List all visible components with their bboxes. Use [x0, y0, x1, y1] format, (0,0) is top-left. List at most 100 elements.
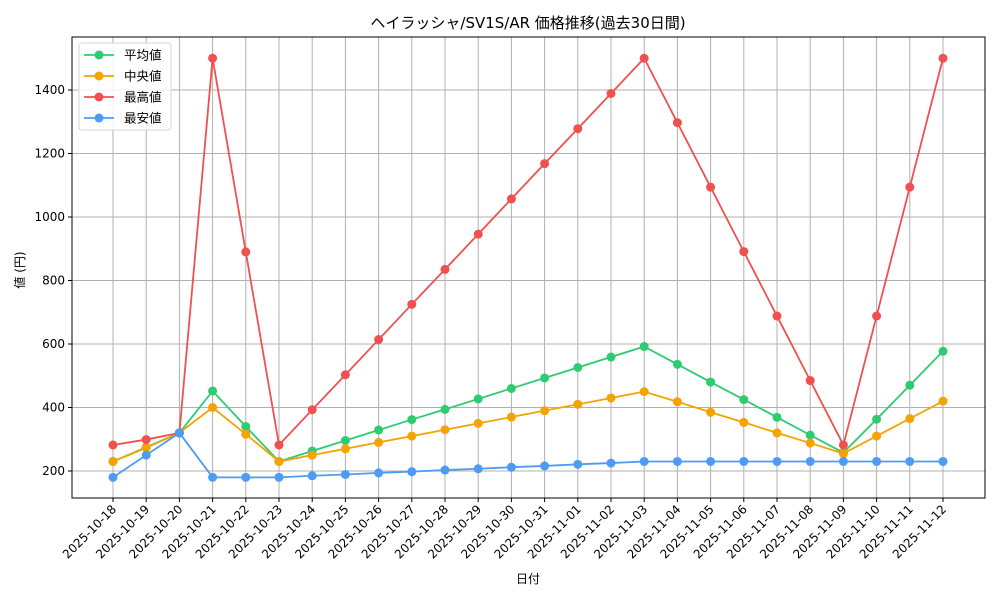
- data-point-marker: [473, 229, 483, 239]
- data-point-marker: [340, 444, 350, 454]
- data-point-marker: [573, 124, 583, 134]
- data-point-marker: [938, 346, 948, 356]
- data-point-marker: [772, 412, 782, 422]
- data-point-marker: [340, 370, 350, 380]
- data-point-marker: [805, 430, 815, 440]
- data-point-marker: [141, 435, 151, 445]
- data-point-marker: [573, 362, 583, 372]
- data-point-marker: [440, 264, 450, 274]
- data-point-marker: [473, 464, 483, 474]
- data-point-marker: [672, 456, 682, 466]
- data-point-marker: [440, 404, 450, 414]
- data-point-marker: [141, 443, 151, 453]
- data-point-marker: [506, 383, 516, 393]
- data-point-marker: [872, 311, 882, 321]
- chart-title: ヘイラッシャ/SV1S/AR 価格推移(過去30日間): [370, 14, 685, 32]
- data-point-marker: [307, 450, 317, 460]
- y-tick-label: 1200: [34, 147, 65, 161]
- legend-marker-icon: [94, 113, 104, 123]
- data-point-marker: [374, 425, 384, 435]
- data-point-marker: [440, 465, 450, 475]
- legend-label: 平均値: [124, 48, 162, 63]
- data-point-marker: [872, 414, 882, 424]
- data-point-marker: [905, 414, 915, 424]
- data-point-marker: [772, 456, 782, 466]
- data-point-marker: [805, 376, 815, 386]
- data-point-marker: [639, 342, 649, 352]
- series-line: [112, 345, 944, 463]
- data-point-marker: [672, 397, 682, 407]
- data-point-marker: [606, 458, 616, 468]
- data-point-marker: [706, 377, 716, 387]
- data-point-marker: [938, 53, 948, 63]
- data-point-marker: [506, 412, 516, 422]
- y-tick-label: 800: [42, 274, 65, 288]
- data-point-marker: [208, 403, 218, 412]
- series-line: [112, 56, 944, 448]
- series-1: [108, 387, 948, 466]
- data-point-marker: [340, 436, 350, 446]
- x-axis-label: 日付: [516, 572, 540, 586]
- data-point-marker: [340, 469, 350, 479]
- data-point-marker: [540, 461, 550, 471]
- data-point-marker: [407, 431, 417, 441]
- data-point-marker: [838, 456, 848, 466]
- data-point-marker: [805, 456, 815, 466]
- data-point-marker: [540, 373, 550, 383]
- legend-box: [78, 42, 172, 131]
- data-point-marker: [905, 182, 915, 192]
- plot-frame: [71, 36, 986, 499]
- data-point-marker: [739, 417, 749, 427]
- data-point-marker: [141, 450, 151, 460]
- data-point-marker: [108, 440, 118, 450]
- data-point-marker: [241, 422, 251, 432]
- legend-marker-icon: [94, 92, 104, 102]
- data-point-marker: [241, 472, 251, 482]
- data-point-marker: [739, 456, 749, 466]
- data-point-marker: [274, 472, 284, 482]
- data-point-marker: [241, 429, 251, 439]
- data-point-marker: [374, 468, 384, 478]
- data-point-marker: [606, 393, 616, 403]
- data-point-marker: [407, 415, 417, 425]
- data-point-marker: [174, 428, 184, 438]
- data-point-marker: [374, 437, 384, 447]
- data-point-marker: [307, 471, 317, 481]
- y-tick-label: 1000: [34, 210, 65, 224]
- data-point-marker: [506, 194, 516, 204]
- data-point-marker: [639, 387, 649, 397]
- data-point-marker: [905, 456, 915, 466]
- data-point-marker: [241, 247, 251, 257]
- data-point-marker: [672, 359, 682, 369]
- legend-label: 中央値: [124, 69, 162, 84]
- data-point-marker: [739, 395, 749, 405]
- data-point-marker: [374, 335, 384, 345]
- legend-marker-icon: [94, 50, 104, 60]
- data-point-marker: [706, 407, 716, 417]
- data-point-marker: [208, 53, 218, 63]
- data-point-marker: [407, 467, 417, 477]
- data-point-marker: [506, 462, 516, 472]
- data-point-marker: [208, 472, 218, 482]
- data-point-marker: [274, 456, 284, 466]
- legend-label: 最安値: [124, 111, 162, 126]
- data-point-marker: [838, 449, 848, 459]
- series-line: [112, 431, 943, 479]
- series-line: [112, 390, 944, 463]
- y-tick-label: 200: [42, 464, 65, 478]
- data-point-marker: [606, 88, 616, 98]
- legend-label: 最高値: [124, 90, 162, 105]
- data-point-marker: [440, 425, 450, 435]
- data-point-marker: [838, 440, 848, 450]
- x-axis-ticks: 2025-10-182025-10-192025-10-202025-10-21…: [60, 498, 949, 561]
- data-point-marker: [473, 394, 483, 404]
- data-point-marker: [473, 418, 483, 428]
- series-3: [108, 428, 948, 482]
- data-point-marker: [639, 53, 649, 63]
- data-point-marker: [706, 182, 716, 192]
- data-point-marker: [905, 380, 915, 390]
- y-axis-label: 値 (円): [12, 251, 27, 288]
